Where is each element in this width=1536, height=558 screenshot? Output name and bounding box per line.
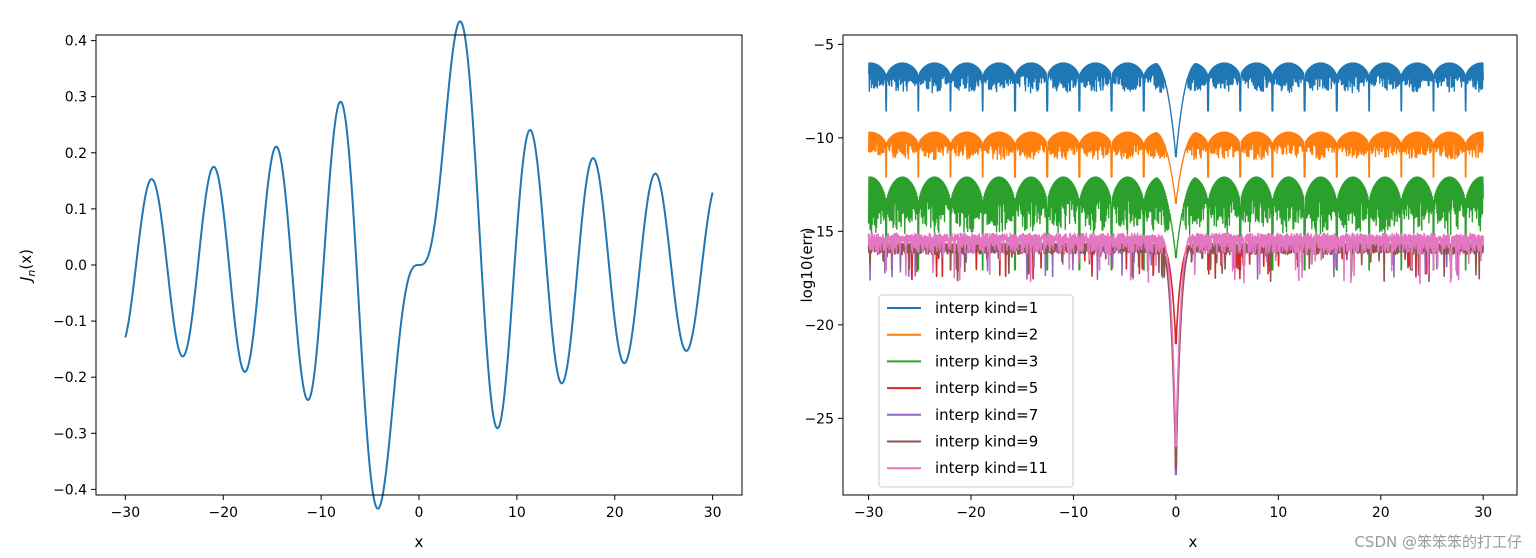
error-y-axis-label: log10(err): [798, 228, 816, 303]
bessel-plot-area: [124, 20, 714, 510]
bessel-y-tick-label: 0.1: [65, 202, 87, 218]
bessel-y-axis-label: Jn(x): [17, 249, 38, 284]
bessel-y-tick-label: −0.2: [53, 370, 87, 386]
error-x-axis-label: x: [1189, 533, 1198, 551]
error-axes-frame: [842, 34, 1518, 496]
bessel-y-tick-label: −0.3: [53, 426, 87, 442]
error-y-tick-label: −10: [804, 131, 834, 147]
bessel-x-ticks: −30 −20 −10 0 10 20 30: [111, 495, 722, 521]
error-x-tick-label: −30: [854, 505, 884, 521]
error-x-tick-label: 10: [1269, 505, 1287, 521]
legend-box: [878, 294, 1074, 488]
legend-label: interp kind=7: [935, 406, 1038, 424]
bessel-chart: −30 −20 −10 0 10 20 30 −0.4 −0.3 −0.2 −0.1 0.0 0.1 0…: [17, 20, 743, 551]
bessel-series-line: [124, 20, 714, 510]
error-x-tick-label: −20: [956, 505, 986, 521]
bessel-y-tick-label: 0.3: [65, 90, 87, 106]
error-series-line: [867, 242, 1484, 470]
legend-item: interp kind=11: [887, 459, 1048, 477]
legend-label: interp kind=3: [935, 352, 1038, 370]
bessel-x-tick-label: −10: [306, 505, 336, 521]
error-chart: −30 −20 −10 0 10 20 30 −25 −20 −15 −10 −5 x log10(…: [798, 34, 1518, 551]
error-series-line: [867, 176, 1484, 271]
bessel-x-tick-label: 30: [704, 505, 722, 521]
error-x-tick-label: −10: [1059, 505, 1089, 521]
legend-item: interp kind=2: [887, 326, 1038, 344]
legend-label: interp kind=9: [935, 433, 1038, 451]
error-x-ticks: −30 −20 −10 0 10 20 30: [854, 495, 1492, 521]
error-x-tick-label: 20: [1372, 505, 1390, 521]
legend-item: interp kind=5: [887, 379, 1038, 397]
bessel-x-tick-label: 0: [415, 505, 424, 521]
legend-item: interp kind=3: [887, 352, 1038, 370]
error-y-tick-label: −5: [813, 37, 834, 53]
watermark: CSDN @笨笨笨的打工仔: [1354, 533, 1522, 551]
legend: interp kind=1 interp kind=2 interp kind=3 i…: [878, 294, 1074, 488]
bessel-x-tick-label: −30: [111, 505, 141, 521]
legend-label: interp kind=2: [935, 326, 1038, 344]
error-y-ticks: −25 −20 −15 −10 −5: [804, 37, 843, 427]
bessel-y-tick-label: 0.0: [65, 258, 87, 274]
error-y-tick-label: −25: [804, 411, 834, 427]
error-plot-area: [867, 62, 1484, 476]
legend-label: interp kind=11: [935, 459, 1048, 477]
bessel-y-ticks: −0.4 −0.3 −0.2 −0.1 0.0 0.1 0.2 0.3 0.4: [53, 34, 96, 498]
bessel-x-tick-label: 10: [508, 505, 526, 521]
bessel-y-tick-label: −0.1: [53, 314, 87, 330]
bessel-x-axis-label: x: [415, 533, 424, 551]
error-series-line: [867, 232, 1484, 448]
legend-item: interp kind=1: [887, 299, 1038, 317]
legend-item: interp kind=9: [887, 433, 1038, 451]
bessel-y-tick-label: −0.4: [53, 482, 87, 498]
ylabel-main: J: [17, 277, 35, 284]
bessel-x-tick-label: −20: [208, 505, 238, 521]
error-series-line: [867, 62, 1484, 158]
legend-item: interp kind=7: [887, 406, 1038, 424]
ylabel-tail: (x): [17, 249, 35, 270]
bessel-y-tick-label: 0.2: [65, 146, 87, 162]
bessel-y-tick-label: 0.4: [65, 34, 87, 50]
error-y-tick-label: −15: [804, 224, 834, 240]
error-x-tick-label: 0: [1171, 505, 1180, 521]
error-series-line: [867, 131, 1484, 204]
error-x-tick-label: 30: [1474, 505, 1492, 521]
bessel-x-tick-label: 20: [606, 505, 624, 521]
legend-label: interp kind=5: [935, 379, 1038, 397]
error-y-tick-label: −20: [804, 318, 834, 334]
ylabel-sub: n: [25, 270, 38, 277]
legend-label: interp kind=1: [935, 299, 1038, 317]
